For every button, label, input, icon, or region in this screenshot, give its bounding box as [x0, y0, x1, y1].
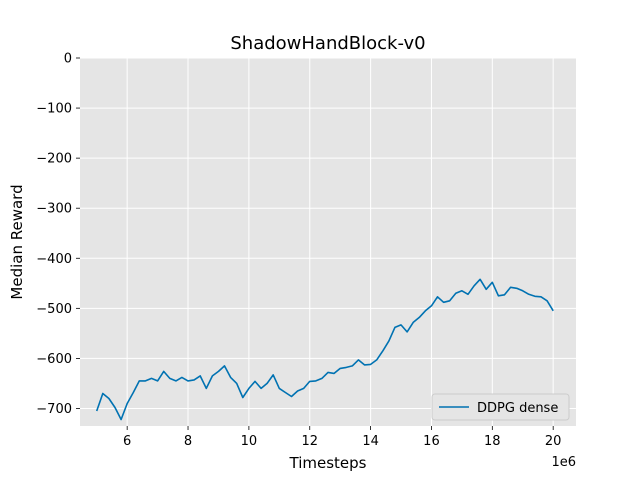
- x-tick-label: 20: [545, 434, 562, 449]
- y-tick-label: −700: [36, 402, 72, 417]
- y-tick-label: −200: [36, 152, 72, 167]
- y-tick-label: −400: [36, 252, 72, 267]
- x-axis-offset-label: 1e6: [551, 455, 576, 470]
- y-tick-label: 0: [64, 52, 72, 67]
- y-axis-label: Median Reward: [8, 184, 26, 299]
- grid-lines: [80, 57, 576, 426]
- plot-area: [80, 58, 576, 426]
- x-tick-label: 18: [484, 434, 501, 449]
- x-axis-ticks: 6 8 10 12 14 16 18 20: [123, 426, 561, 449]
- legend-label: DDPG dense: [477, 401, 558, 416]
- y-tick-label: −300: [36, 202, 72, 217]
- x-tick-label: 12: [301, 434, 318, 449]
- y-tick-label: −600: [36, 352, 72, 367]
- x-axis-label: Timesteps: [289, 454, 367, 472]
- chart-title: ShadowHandBlock-v0: [230, 33, 425, 54]
- legend: DDPG dense: [431, 393, 570, 421]
- x-tick-label: 16: [423, 434, 440, 449]
- y-tick-label: −100: [36, 102, 72, 117]
- y-axis-ticks: 0 −100 −200 −300 −400 −500 −600 −700: [36, 52, 80, 417]
- x-tick-label: 6: [123, 434, 131, 449]
- legend-box: [431, 393, 570, 421]
- y-tick-label: −500: [36, 302, 72, 317]
- series-line: [95, 278, 554, 421]
- series-group: [95, 278, 554, 421]
- x-tick-label: 10: [241, 434, 258, 449]
- x-tick-label: 8: [184, 434, 192, 449]
- x-tick-label: 14: [362, 434, 379, 449]
